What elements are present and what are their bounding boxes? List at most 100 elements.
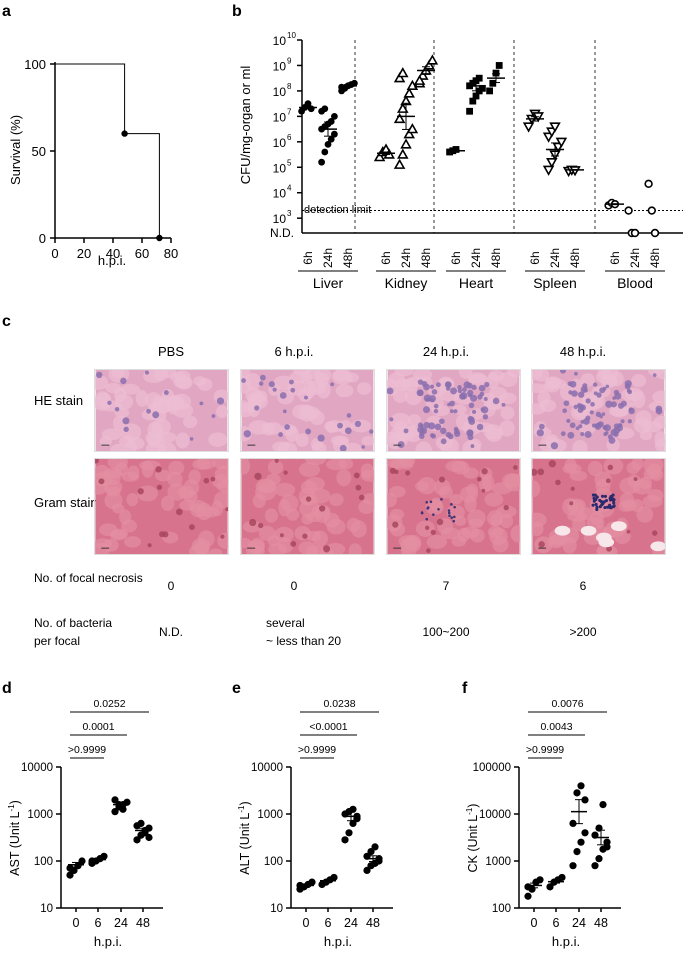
tile-bacteria bbox=[603, 506, 607, 510]
tile-nucleus bbox=[569, 380, 577, 388]
tile-nucleus bbox=[605, 478, 611, 484]
tile-nucleus bbox=[602, 425, 608, 431]
micro-gram-48h bbox=[531, 458, 666, 555]
tile-nucleus bbox=[282, 409, 287, 414]
ck-point bbox=[569, 819, 577, 828]
row-label-gram: Gram stain bbox=[34, 495, 98, 510]
tile-nucleus bbox=[606, 545, 612, 552]
tile-cell bbox=[304, 380, 316, 399]
tile-cell bbox=[484, 492, 504, 507]
tile-nucleus bbox=[573, 404, 578, 410]
survival-marker bbox=[121, 130, 128, 137]
tile-nucleus bbox=[548, 460, 557, 468]
ck-xtick-label: 6 bbox=[553, 916, 560, 930]
group-label-liver: Liver bbox=[313, 275, 344, 291]
tile-cell bbox=[610, 371, 624, 387]
tile-cell bbox=[194, 539, 209, 554]
tile-cell bbox=[408, 414, 421, 427]
tile-nucleus bbox=[279, 533, 284, 538]
cfu-ytick-label: 10 bbox=[273, 212, 287, 226]
tile-nucleus bbox=[627, 389, 633, 395]
group-label-heart: Heart bbox=[459, 275, 493, 291]
tile-nucleus bbox=[589, 410, 594, 415]
tile-nucleus bbox=[501, 402, 506, 407]
alt-point bbox=[371, 843, 379, 851]
tile-nucleus bbox=[578, 424, 583, 429]
tile-nucleus bbox=[567, 431, 575, 439]
tile-nucleus bbox=[114, 407, 120, 412]
tile-cell bbox=[460, 486, 478, 503]
survival-line bbox=[55, 63, 160, 238]
alt-chart: 10 100 1000 10000 0 6 24 48 h.p.i. ALT (Unit L-1)… bbox=[237, 698, 393, 949]
tile-nucleus bbox=[550, 442, 559, 450]
cfu-point bbox=[469, 97, 477, 105]
ast-xtick-label: 6 bbox=[95, 916, 102, 930]
tile-cell bbox=[202, 506, 220, 518]
tile-cell bbox=[114, 387, 127, 402]
tile-nucleus bbox=[369, 429, 374, 434]
tile-nucleus bbox=[652, 373, 657, 377]
tile-nucleus bbox=[284, 424, 290, 430]
bacteria-6h-line1: several bbox=[266, 616, 305, 630]
tile-nucleus bbox=[361, 445, 365, 449]
survival-xtick-label: 60 bbox=[135, 246, 149, 261]
tile-nucleus bbox=[403, 428, 409, 434]
tile-nucleus bbox=[574, 371, 578, 376]
tile-cell bbox=[325, 542, 346, 554]
tile-cell bbox=[197, 377, 213, 391]
tile-cell bbox=[135, 389, 149, 407]
micro-he-24h bbox=[386, 369, 521, 452]
tile-cell bbox=[579, 423, 596, 435]
tile-nucleus bbox=[96, 371, 103, 379]
cfu-point bbox=[495, 62, 503, 69]
tile-nucleus bbox=[477, 476, 482, 482]
tile-nucleus bbox=[440, 427, 447, 435]
focal-necrosis-label: No. of focal necrosis bbox=[34, 571, 143, 585]
tile-nucleus bbox=[560, 431, 566, 437]
tile-bacteria bbox=[420, 511, 424, 514]
tile-cell bbox=[564, 459, 577, 473]
tile-nucleus bbox=[220, 534, 225, 539]
tile-nucleus bbox=[445, 431, 452, 438]
tile-cell bbox=[95, 391, 111, 409]
cfu-point bbox=[489, 79, 497, 87]
tile-nucleus bbox=[571, 390, 578, 397]
tile-cell bbox=[274, 482, 296, 497]
tile-cell bbox=[360, 469, 374, 482]
cfu-ytick-label: 10 bbox=[273, 34, 287, 48]
tile-cell bbox=[151, 398, 172, 414]
alt-point bbox=[308, 878, 316, 886]
tile-cell bbox=[192, 459, 211, 470]
alt-ytick-label: 10 bbox=[270, 903, 283, 915]
tile-cell bbox=[208, 432, 228, 448]
tile-cell bbox=[578, 507, 594, 521]
tile-cell bbox=[115, 462, 129, 477]
tile-cell bbox=[350, 419, 372, 433]
tile-nucleus bbox=[274, 459, 279, 463]
cfu-point bbox=[324, 140, 332, 148]
tile-cell bbox=[487, 525, 504, 538]
cfu-point bbox=[475, 74, 483, 82]
tile-nucleus bbox=[595, 411, 602, 418]
tile-cell bbox=[241, 459, 251, 475]
alt-point bbox=[349, 805, 357, 813]
tile-bacteria bbox=[447, 509, 451, 512]
tile-nucleus bbox=[417, 422, 423, 428]
micro-he-48h bbox=[531, 369, 666, 452]
tile-bacteria bbox=[595, 507, 599, 512]
cfu-point bbox=[327, 135, 335, 143]
cfu-time-label: 6h bbox=[301, 251, 315, 264]
tile-cell bbox=[182, 415, 198, 429]
tile-nucleus bbox=[337, 422, 343, 429]
col-label-48h: 48 h.p.i. bbox=[560, 344, 606, 359]
tile-nucleus bbox=[423, 406, 431, 414]
tile-nucleus bbox=[605, 384, 610, 389]
cfu-point bbox=[393, 158, 406, 169]
tile-cell bbox=[315, 372, 330, 387]
cfu-ytick-label: 10 bbox=[273, 136, 287, 150]
cfu-ytick-label: 10 bbox=[273, 187, 287, 201]
tile-cell bbox=[208, 548, 223, 554]
tile-cell bbox=[394, 370, 414, 377]
tile-cell bbox=[490, 513, 503, 527]
ck-xtick-label: 24 bbox=[572, 916, 586, 930]
